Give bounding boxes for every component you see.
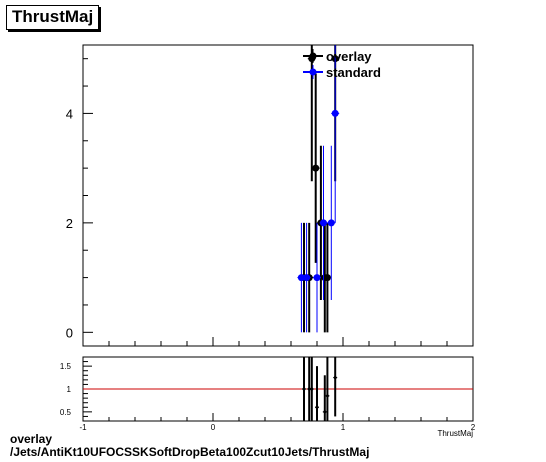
chart-title: ThrustMaj xyxy=(6,5,100,30)
ratio-x-tick-label: 0 xyxy=(211,423,216,432)
footer-line-2: /Jets/AntiKt10UFOCSSKSoftDropBeta100Zcut… xyxy=(10,445,370,459)
main-y-tick-label: 0 xyxy=(66,325,73,340)
main-frame-rect xyxy=(82,44,474,347)
overlay-point xyxy=(312,164,320,172)
ratio-point xyxy=(325,394,329,398)
series-standard xyxy=(297,45,340,333)
standard-point xyxy=(327,219,335,227)
ratio-x-tick-label: 1 xyxy=(341,423,346,432)
main-y-tick-label: 4 xyxy=(66,106,73,121)
main-plot-data xyxy=(297,45,340,333)
main-y-tick-label: 2 xyxy=(66,216,73,231)
ratio-y-tick-label: 0.5 xyxy=(60,408,72,417)
ratio-x-tick-label: -1 xyxy=(79,423,87,432)
ratio-point xyxy=(315,405,319,409)
footer-caption: overlay /Jets/AntiKt10UFOCSSKSoftDropBet… xyxy=(10,433,369,459)
ratio-point xyxy=(302,387,306,391)
standard-point xyxy=(313,274,321,282)
footer-line-1: overlay xyxy=(10,432,53,446)
legend-marker-overlay xyxy=(309,52,317,60)
ratio-point xyxy=(310,387,314,391)
main-plot-frame xyxy=(82,44,474,347)
series-overlay xyxy=(300,45,340,333)
legend-label-standard: standard xyxy=(326,65,381,80)
overlay-point xyxy=(323,274,331,282)
standard-point xyxy=(331,109,339,117)
legend-label-overlay: overlay xyxy=(326,49,372,64)
standard-point xyxy=(320,219,327,227)
ratio-point xyxy=(333,376,337,380)
ratio-x-tick-label: 2 xyxy=(471,423,476,432)
standard-point xyxy=(297,274,305,282)
ratio-x-axis-label: ThrustMaj xyxy=(437,429,473,438)
standard-point xyxy=(303,274,311,282)
ratio-point xyxy=(307,387,311,391)
ratio-y-tick-label: 1.5 xyxy=(60,362,72,371)
ratio-y-tick-label: 1 xyxy=(67,385,72,394)
ratio-point xyxy=(323,410,327,414)
main-axis-ticks: 0 2 4 xyxy=(66,58,474,346)
legend-marker-standard xyxy=(309,68,317,76)
ratio-plot-data xyxy=(83,357,473,421)
